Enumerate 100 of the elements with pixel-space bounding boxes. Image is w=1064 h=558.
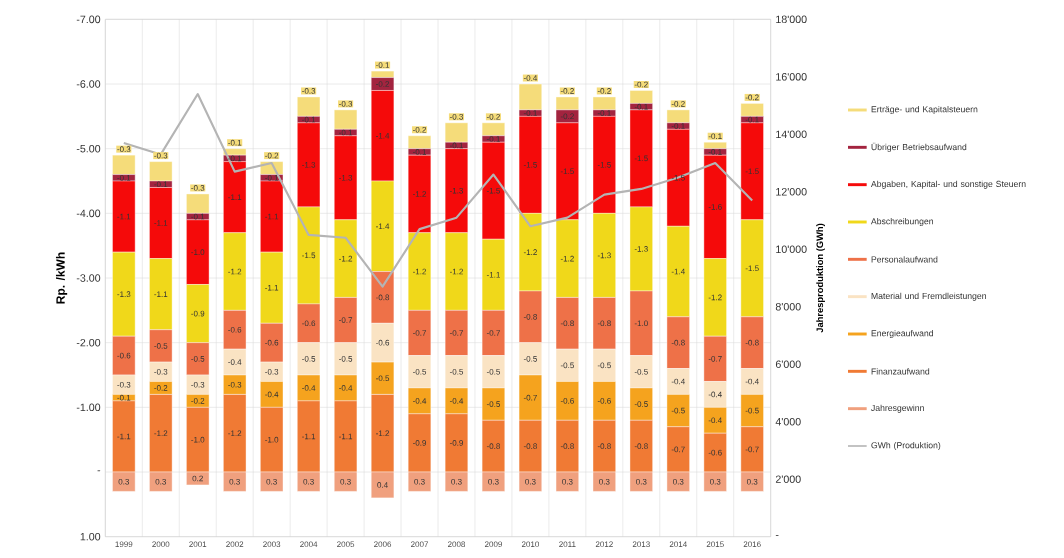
- data-label: 0.3: [488, 478, 499, 485]
- data-label: -1.1: [228, 194, 242, 200]
- data-label: -0.4: [708, 391, 722, 398]
- data-label: -0.2: [154, 385, 168, 391]
- data-label: -0.8: [560, 320, 574, 327]
- data-label: -0.1: [671, 123, 685, 129]
- data-label: -0.1: [228, 139, 242, 146]
- data-label: -1.2: [412, 268, 427, 275]
- x-tick-label: 2003: [263, 541, 281, 548]
- data-label: -1.1: [339, 433, 353, 440]
- data-label: -0.2: [376, 81, 390, 87]
- data-label: -1.1: [265, 284, 279, 291]
- y2-tick-label: 18'000: [776, 15, 807, 24]
- data-label: -0.2: [265, 152, 279, 159]
- data-label: -0.5: [449, 368, 464, 375]
- data-label: -1.0: [191, 436, 205, 443]
- data-label: -0.7: [671, 446, 685, 453]
- data-label: -1.3: [339, 174, 353, 181]
- y-tick-label: -5.00: [76, 144, 101, 153]
- data-label: -0.3: [302, 88, 316, 94]
- y-tick-label: -1.00: [76, 403, 101, 412]
- y2-axis-title: Jahresproduktion (GWh): [816, 223, 825, 333]
- data-label: -0.2: [191, 398, 205, 404]
- data-label: -0.1: [634, 103, 648, 110]
- data-label: 0.3: [746, 478, 758, 485]
- x-tick-label: 2015: [706, 541, 724, 548]
- data-label: -0.5: [191, 356, 205, 362]
- data-label: -0.8: [634, 443, 648, 449]
- x-tick-label: 2013: [632, 541, 650, 548]
- data-label: -1.1: [486, 272, 500, 278]
- data-label: -1.3: [302, 162, 316, 168]
- data-label: -0.3: [117, 381, 131, 388]
- data-label: -0.4: [228, 359, 242, 365]
- data-label: -1.2: [523, 249, 537, 255]
- data-label: -0.2: [597, 88, 611, 94]
- data-label: -0.4: [745, 378, 759, 385]
- data-label: -0.4: [265, 391, 279, 398]
- data-label: -0.6: [597, 398, 611, 404]
- y-tick-label: 1.00: [80, 532, 101, 541]
- x-tick-label: 2012: [595, 541, 613, 548]
- data-label: -0.4: [449, 398, 464, 404]
- data-label: -0.1: [154, 181, 168, 188]
- data-label: -0.8: [376, 294, 390, 301]
- x-tick-label: 2005: [337, 541, 355, 548]
- data-label: -1.5: [597, 162, 611, 168]
- data-label: -0.5: [486, 401, 501, 407]
- data-label: -1.2: [560, 255, 574, 262]
- data-label: -0.1: [449, 142, 463, 149]
- data-label: 0.3: [636, 478, 647, 485]
- legend-label: Erträge- und Kapitalsteuern: [871, 105, 978, 115]
- data-label: -1.1: [302, 433, 316, 440]
- y2-tick-label: 16'000: [776, 73, 807, 81]
- data-label: -1.1: [265, 213, 279, 220]
- data-label: -1.4: [376, 223, 390, 230]
- data-label: 0.3: [451, 478, 462, 485]
- data-label: -0.6: [302, 320, 316, 327]
- data-label: -0.5: [597, 362, 611, 369]
- data-label: -0.5: [560, 362, 574, 369]
- x-tick-label: 2016: [743, 541, 761, 548]
- data-label: -0.3: [117, 146, 131, 152]
- data-label: 0.3: [525, 478, 536, 485]
- data-label: -0.6: [265, 339, 279, 346]
- data-label: -0.1: [745, 116, 759, 123]
- x-tick-label: 2014: [669, 541, 687, 548]
- data-label: -0.4: [708, 417, 722, 424]
- data-label: -1.3: [597, 252, 611, 259]
- data-label: -0.1: [117, 174, 131, 181]
- legend-label: Abschreibungen: [870, 217, 933, 227]
- data-label: -0.2: [745, 94, 759, 101]
- data-label: -0.7: [708, 356, 722, 362]
- y-tick-label: -3.00: [76, 274, 101, 282]
- data-label: -0.3: [339, 101, 353, 107]
- data-label: -0.4: [412, 398, 427, 404]
- data-label: -1.2: [228, 268, 242, 275]
- data-label: 0.3: [266, 478, 277, 485]
- legend-label: Energieaufwand: [871, 329, 934, 339]
- data-label: -0.3: [154, 368, 168, 375]
- data-label: -1.3: [449, 187, 464, 194]
- y-tick-label: -: [97, 470, 101, 472]
- data-label: -0.6: [376, 339, 390, 346]
- data-label: -0.5: [634, 368, 648, 375]
- x-tick-label: 2008: [447, 541, 466, 548]
- x-tick-label: 2002: [226, 541, 244, 548]
- data-label: -0.6: [708, 449, 722, 456]
- data-label: -0.2: [412, 126, 427, 133]
- data-label: -0.8: [523, 313, 537, 320]
- data-label: -1.2: [154, 430, 168, 436]
- data-label: -1.0: [265, 436, 279, 443]
- data-label: 0.3: [562, 478, 573, 485]
- data-label: -1.5: [745, 265, 759, 272]
- data-label: -0.5: [671, 407, 685, 414]
- data-label: 0.3: [303, 478, 314, 485]
- data-label: -1.3: [117, 291, 131, 298]
- legend-label: Finanzaufwand: [871, 368, 930, 375]
- data-label: -1.2: [412, 191, 427, 197]
- data-label: -1.1: [154, 220, 168, 226]
- data-label: -0.1: [708, 133, 722, 140]
- data-label: -1.0: [191, 249, 205, 255]
- y2-tick-label: 6'000: [775, 360, 801, 368]
- y-tick-label: -4.00: [76, 209, 101, 218]
